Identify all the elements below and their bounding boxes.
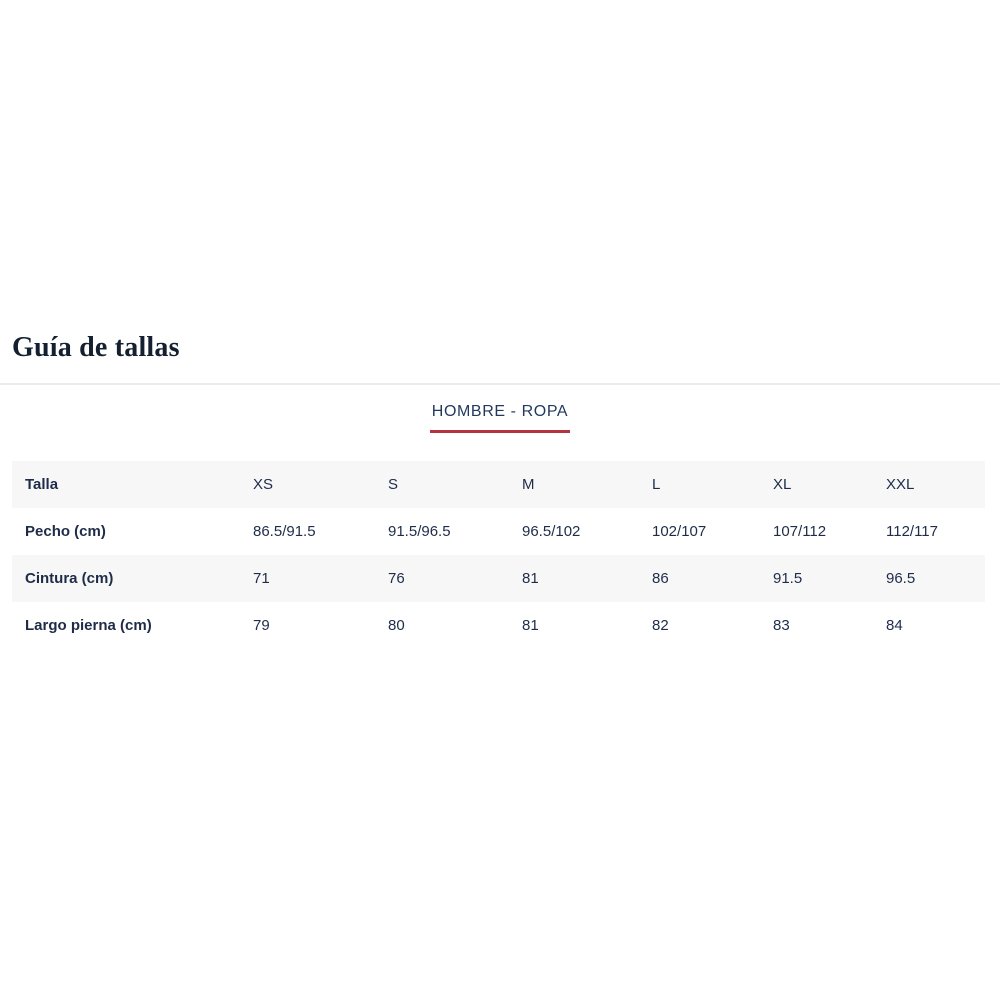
tab-hombre-ropa[interactable]: HOMBRE - ROPA <box>429 385 571 433</box>
value-cell: 82 <box>652 617 669 634</box>
row-label-cell: Largo pierna (cm) <box>25 617 152 634</box>
table-row-largo-pierna: Largo pierna (cm) 79 80 81 82 83 84 <box>12 602 985 649</box>
page-title: Guía de tallas <box>12 332 180 363</box>
value-cell: 79 <box>253 617 270 634</box>
table-row-pecho: Pecho (cm) 86.5/91.5 91.5/96.5 96.5/102 … <box>12 508 985 555</box>
value-cell: 71 <box>253 570 270 587</box>
value-cell: 80 <box>388 617 405 634</box>
table-header-row: Talla XS S M L XL XXL <box>12 461 985 508</box>
value-cell: 86.5/91.5 <box>253 523 316 540</box>
title-divider <box>0 383 1000 385</box>
header-cell-talla: Talla <box>25 476 59 493</box>
table-row-cintura: Cintura (cm) 71 76 81 86 91.5 96.5 <box>12 555 985 602</box>
value-cell: 112/117 <box>886 523 938 540</box>
value-cell: 91.5/96.5 <box>388 523 451 540</box>
value-cell: 96.5/102 <box>522 523 581 540</box>
value-cell: 76 <box>388 570 405 587</box>
value-cell: 83 <box>773 617 790 634</box>
header-cell-m: M <box>522 476 535 493</box>
value-cell: 91.5 <box>773 570 803 587</box>
header-cell-xs: XS <box>253 476 274 493</box>
row-label-cell: Pecho (cm) <box>25 523 106 540</box>
row-label-cell: Cintura (cm) <box>25 570 114 587</box>
value-cell: 81 <box>522 570 539 587</box>
value-cell: 96.5 <box>886 570 916 587</box>
header-cell-s: S <box>388 476 399 493</box>
header-cell-xl: XL <box>773 476 792 493</box>
value-cell: 81 <box>522 617 539 634</box>
header-cell-l: L <box>652 476 661 493</box>
tab-bar: HOMBRE - ROPA <box>0 385 1000 433</box>
value-cell: 102/107 <box>652 523 707 540</box>
value-cell: 86 <box>652 570 669 587</box>
value-cell: 84 <box>886 617 903 634</box>
size-table: Talla XS S M L XL XXL Pecho (cm) 86.5/91… <box>12 461 985 649</box>
header-cell-xxl: XXL <box>886 476 915 493</box>
value-cell: 107/112 <box>773 523 827 540</box>
